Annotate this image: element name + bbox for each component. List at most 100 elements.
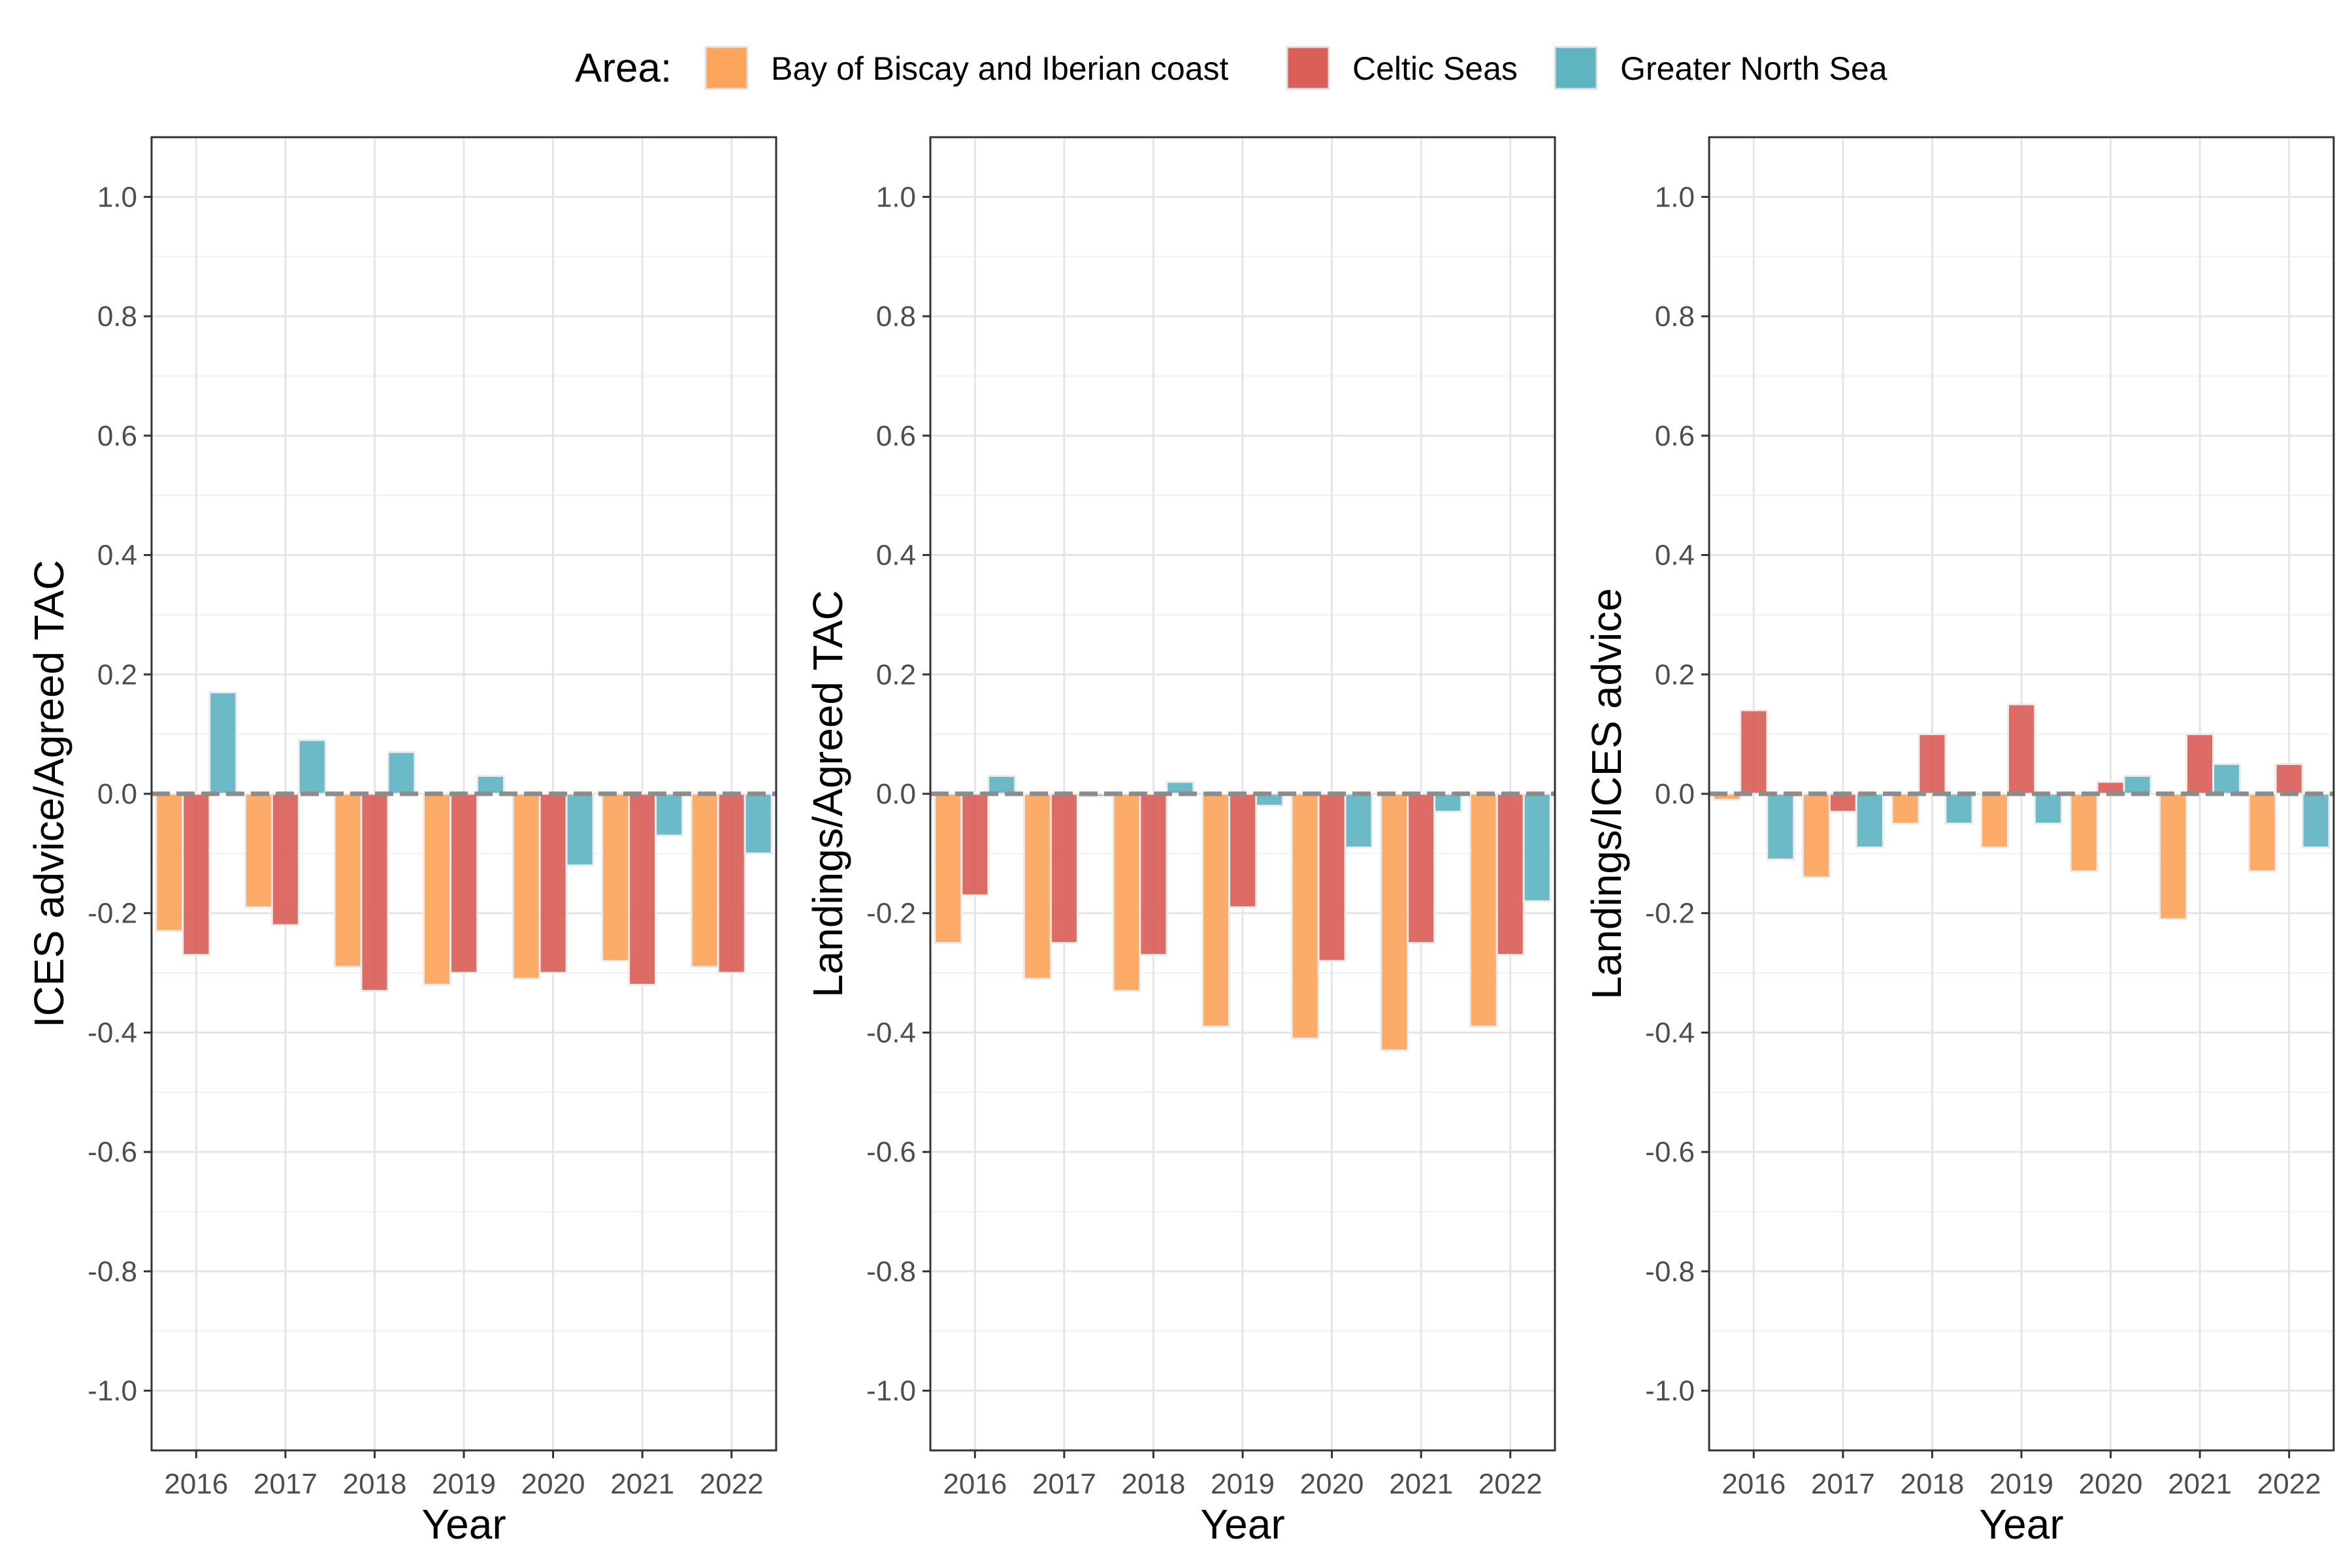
bar-celtic-seas-2016: [1739, 709, 1769, 795]
bar-bay-of-biscay-and-iberian-coast-2018: [1891, 792, 1920, 825]
y-tick-label: -1.0: [1645, 1375, 1695, 1407]
x-tick-label: 2019: [1211, 1468, 1275, 1500]
bar-bay-of-biscay-and-iberian-coast-2022: [690, 792, 719, 968]
bar-bay-of-biscay-and-iberian-coast-2018: [1112, 792, 1141, 992]
x-axis-title: Year: [1200, 1501, 1284, 1548]
bar-bay-of-biscay-and-iberian-coast-2021: [601, 792, 630, 962]
panel-1: 1.0 0.8 0.6 0.4 0.2 0.0 -0.2 -0.4 -0.6 -0.8 -1.0 20…: [25, 136, 777, 1548]
y-tick-label: 1.0: [97, 181, 137, 213]
x-tick-label: 2020: [2079, 1468, 2143, 1500]
bar-greater-north-sea-2020: [2123, 775, 2152, 795]
y-tick-label: 0.4: [1655, 540, 1695, 572]
y-tick-label: -0.6: [866, 1136, 916, 1168]
legend-item-greater-north-sea: Greater North Sea: [1554, 46, 1887, 90]
bar-greater-north-sea-2019: [476, 775, 505, 795]
bar-greater-north-sea-2022: [1522, 792, 1552, 902]
bar-celtic-seas-2019: [2007, 703, 2036, 795]
x-tick-label: 2018: [1121, 1468, 1185, 1500]
x-axis-title: Year: [421, 1501, 506, 1548]
panel-2: 1.0 0.8 0.6 0.4 0.2 0.0 -0.2 -0.4 -0.6 -0.8 -1.0 20…: [804, 136, 1556, 1548]
bar-bay-of-biscay-and-iberian-coast-2020: [512, 792, 541, 980]
x-tick-label: 2020: [521, 1468, 585, 1500]
bar-greater-north-sea-2018: [387, 751, 416, 795]
chart-panels: 1.0 0.8 0.6 0.4 0.2 0.0 -0.2 -0.4 -0.6 -0.8 -1.0 20…: [25, 136, 2335, 1548]
legend-swatch-celtic-seas: [1286, 46, 1330, 90]
x-tick-label: 2021: [1389, 1468, 1453, 1500]
bar-celtic-seas-2016: [182, 792, 211, 956]
x-tick-label: 2018: [1900, 1468, 1964, 1500]
bar-greater-north-sea-2016: [987, 775, 1017, 795]
y-tick-label: 0.8: [1655, 301, 1695, 333]
y-tick-label: -0.2: [88, 898, 137, 930]
bar-celtic-seas-2021: [628, 792, 657, 986]
bar-greater-north-sea-2021: [655, 792, 684, 837]
bar-bay-of-biscay-and-iberian-coast-2017: [1022, 792, 1052, 980]
bar-bay-of-biscay-and-iberian-coast-2019: [1201, 792, 1231, 1028]
y-axis-title: ICES advice/Agreed TAC: [25, 560, 73, 1028]
bar-bay-of-biscay-and-iberian-coast-2021: [2159, 792, 2188, 921]
bar-celtic-seas-2020: [1317, 792, 1347, 962]
bar-celtic-seas-2017: [1828, 792, 1857, 813]
y-tick-label: 1.0: [1655, 181, 1695, 213]
legend-items: Bay of Biscay and Iberian coast Celtic Se…: [704, 46, 1887, 90]
bar-greater-north-sea-2017: [1855, 792, 1884, 849]
legend: Area: Bay of Biscay and Iberian coast Cel…: [575, 46, 1887, 91]
bar-greater-north-sea-2021: [2212, 762, 2242, 795]
y-tick-label: 0.0: [97, 778, 137, 810]
x-tick-label: 2017: [1032, 1468, 1096, 1500]
bar-celtic-seas-2022: [2274, 762, 2304, 795]
bar-celtic-seas-2017: [270, 792, 300, 926]
bar-bay-of-biscay-and-iberian-coast-2016: [155, 792, 184, 932]
legend-item-bay-of-biscay-and-iberian-coast: Bay of Biscay and Iberian coast: [704, 46, 1228, 90]
bar-bay-of-biscay-and-iberian-coast-2022: [1469, 792, 1498, 1028]
y-tick-label: -0.4: [88, 1017, 137, 1049]
x-tick-label: 2021: [2168, 1468, 2232, 1500]
x-tick-label: 2018: [342, 1468, 406, 1500]
y-tick-label: 1.0: [876, 181, 916, 213]
legend-swatch-greater-north-sea: [1554, 46, 1598, 90]
y-tick-label: 0.4: [97, 540, 137, 572]
y-tick-label: -0.8: [866, 1256, 916, 1288]
bar-bay-of-biscay-and-iberian-coast-2017: [244, 792, 273, 909]
y-tick-label: 0.0: [1655, 778, 1695, 810]
y-tick-label: -0.4: [866, 1017, 916, 1049]
y-tick-label: -1.0: [88, 1375, 137, 1407]
legend-item-celtic-seas: Celtic Seas: [1286, 46, 1518, 90]
bar-celtic-seas-2022: [717, 792, 746, 974]
bar-bay-of-biscay-and-iberian-coast-2018: [333, 792, 363, 968]
bar-greater-north-sea-2019: [2033, 792, 2063, 825]
bar-bay-of-biscay-and-iberian-coast-2021: [1380, 792, 1409, 1052]
y-tick-label: 0.4: [876, 540, 916, 572]
y-tick-label: -0.8: [1645, 1256, 1695, 1288]
bar-celtic-seas-2021: [1407, 792, 1436, 944]
bar-greater-north-sea-2021: [1433, 792, 1463, 813]
x-tick-label: 2016: [164, 1468, 228, 1500]
x-tick-label: 2022: [1478, 1468, 1543, 1500]
bar-bay-of-biscay-and-iberian-coast-2017: [1801, 792, 1831, 879]
bar-bay-of-biscay-and-iberian-coast-2020: [1290, 792, 1320, 1040]
bar-bay-of-biscay-and-iberian-coast-2019: [423, 792, 452, 986]
bar-greater-north-sea-2022: [2301, 792, 2330, 849]
panel-3: 1.0 0.8 0.6 0.4 0.2 0.0 -0.2 -0.4 -0.6 -0.8 -1.0 20…: [1583, 136, 2335, 1548]
x-tick-label: 2021: [610, 1468, 674, 1500]
bar-celtic-seas-2022: [1495, 792, 1525, 956]
x-tick-label: 2016: [943, 1468, 1007, 1500]
y-tick-label: -0.6: [1645, 1136, 1695, 1168]
bar-greater-north-sea-2016: [208, 691, 238, 795]
bar-greater-north-sea-2017: [297, 739, 327, 795]
bar-celtic-seas-2016: [960, 792, 990, 896]
x-axis-title: Year: [1979, 1501, 2063, 1548]
y-tick-label: -0.8: [88, 1256, 137, 1288]
legend-label-greater-north-sea: Greater North Sea: [1620, 50, 1887, 87]
y-tick-label: 0.6: [876, 420, 916, 452]
y-axis-title: Landings/Agreed TAC: [804, 590, 851, 998]
bar-greater-north-sea-2022: [743, 792, 773, 855]
y-tick-label: 0.6: [97, 420, 137, 452]
bar-greater-north-sea-2020: [565, 792, 595, 867]
y-tick-label: 0.6: [1655, 420, 1695, 452]
y-tick-label: 0.8: [876, 301, 916, 333]
x-tick-label: 2019: [432, 1468, 496, 1500]
y-tick-label: -0.4: [1645, 1017, 1695, 1049]
x-tick-label: 2017: [1811, 1468, 1875, 1500]
bar-celtic-seas-2020: [538, 792, 568, 974]
